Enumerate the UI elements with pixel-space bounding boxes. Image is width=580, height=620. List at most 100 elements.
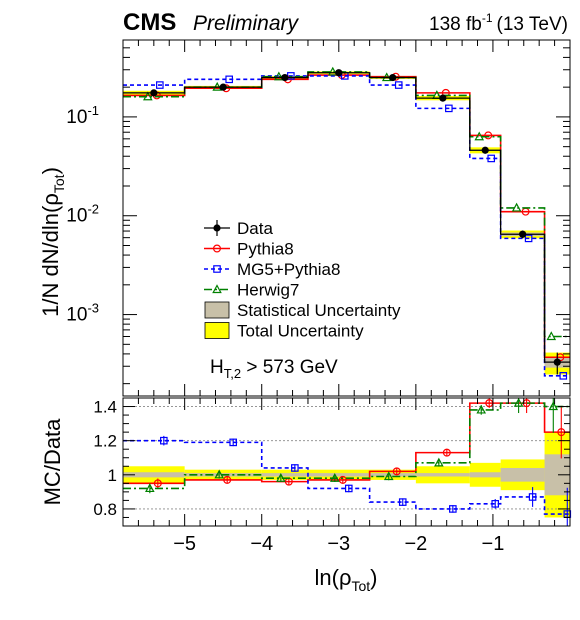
ratio-marker-pythia8 xyxy=(338,475,347,484)
lumi-value: 138 fb xyxy=(429,14,482,35)
ratio-marker-herwig7 xyxy=(434,457,444,467)
x-axis-label: ln(ρTot) xyxy=(315,565,378,594)
ratio-marker-mg5-pythia8 xyxy=(528,493,537,501)
main-marker-mg5-pythia8 xyxy=(225,75,233,84)
x-tick-label: −4 xyxy=(250,533,273,555)
ratio-y-tick-label: 0.8 xyxy=(93,500,117,519)
main-marker-mg5-pythia8 xyxy=(156,81,164,89)
data-point xyxy=(553,358,561,366)
main-marker-herwig7 xyxy=(511,202,522,212)
experiment-label: CMS xyxy=(123,9,176,36)
data-point xyxy=(519,230,527,238)
lumi-exponent: -1 xyxy=(482,11,493,25)
main-axis-ticks: 10-110-210-3 xyxy=(66,40,571,396)
x-tick-label: −3 xyxy=(327,533,350,555)
main-marker-mg5-pythia8 xyxy=(559,372,568,380)
main-marker-mg5-pythia8 xyxy=(394,81,403,89)
main-marker-mg5-pythia8 xyxy=(487,154,496,163)
ratio-y-tick-label: 1.2 xyxy=(93,432,117,451)
ratio-panel: 0.8 1 1.2 1.4 −5 −4 −3 −2 −1 xyxy=(93,397,572,555)
main-y-tick-exp: -3 xyxy=(87,301,99,316)
data-point xyxy=(389,73,397,82)
ratio-frame xyxy=(122,397,571,527)
legend-herwig7-marker xyxy=(212,284,222,294)
ratio-marker-herwig7 xyxy=(476,404,487,414)
data-point xyxy=(335,69,343,77)
main-y-axis-label: 1/N dN/dln(ρTot) xyxy=(38,167,67,317)
main-series xyxy=(123,66,570,380)
selection-sub: T,2 xyxy=(224,366,241,381)
legend-label-mg5: MG5+Pythia8 xyxy=(237,260,340,279)
legend-data-marker xyxy=(213,224,221,232)
main-y-label-sub: Tot xyxy=(51,174,67,193)
ratio-marker-mg5-pythia8 xyxy=(449,505,457,513)
main-marker-herwig7 xyxy=(546,331,557,341)
ratio-marker-pythia8 xyxy=(223,475,232,484)
x-tick-label: −2 xyxy=(404,533,427,555)
main-y-label-end: ) xyxy=(38,167,63,174)
selection-cut: > 573 GeV xyxy=(241,357,338,378)
ratio-marker-pythia8 xyxy=(392,467,401,476)
ratio-stat-unc-band xyxy=(369,473,416,477)
ratio-y-tick-label: 1.4 xyxy=(93,398,117,417)
main-marker-herwig7 xyxy=(474,131,485,141)
main-y-tick-exp: -1 xyxy=(87,103,99,118)
ratio-marker-herwig7 xyxy=(383,471,394,481)
x-label-sub: Tot xyxy=(351,578,370,594)
main-marker-pythia8 xyxy=(484,131,493,140)
ratio-y-tick-label: 1 xyxy=(108,466,117,485)
legend-label-stat: Statistical Uncertainty xyxy=(237,301,401,320)
ratio-line-mg5-pythia8 xyxy=(123,439,570,515)
ratio-y-axis-label: MC/Data xyxy=(40,418,65,506)
legend-pythia8-marker xyxy=(213,244,222,253)
ratio-marker-herwig7 xyxy=(548,401,559,411)
legend-mg5-marker xyxy=(213,265,221,273)
ratio-axis-ticks: 0.8 1 1.2 1.4 −5 −4 −3 −2 −1 xyxy=(93,398,571,555)
data-point xyxy=(219,83,227,91)
selection-label: HT,2 > 573 GeV xyxy=(210,357,338,381)
ratio-marker-pythia8 xyxy=(153,479,162,488)
main-marker-mg5-pythia8 xyxy=(445,104,453,113)
main-y-tick-label: 10-2 xyxy=(66,202,99,227)
main-marker-herwig7 xyxy=(274,71,284,81)
ratio-marker-herwig7 xyxy=(329,472,340,482)
ratio-stat-unc-band xyxy=(307,473,370,477)
main-y-tick-base: 10 xyxy=(66,305,87,326)
selection-var: H xyxy=(210,357,224,378)
main-line-herwig7 xyxy=(123,71,570,338)
x-tick-label: −5 xyxy=(173,533,196,555)
main-y-tick-base: 10 xyxy=(66,206,87,227)
main-marker-herwig7 xyxy=(143,91,153,101)
ratio-reference-lines xyxy=(123,406,570,510)
legend-label-total: Total Uncertainty xyxy=(237,322,364,341)
ratio-marker-mg5-pythia8 xyxy=(291,464,299,472)
main-frame xyxy=(122,39,571,397)
main-y-tick-label: 10-3 xyxy=(66,301,99,326)
main-marker-herwig7 xyxy=(327,66,338,76)
legend-stat-swatch xyxy=(204,301,230,319)
data-point xyxy=(281,73,289,82)
ratio-stat-unc-band xyxy=(261,473,308,477)
ratio-marker-herwig7 xyxy=(276,472,286,482)
energy-value: (13 TeV) xyxy=(497,14,568,35)
ratio-marker-pythia8 xyxy=(442,448,451,457)
legend-total-swatch xyxy=(204,322,230,339)
data-point xyxy=(481,146,489,154)
main-y-tick-base: 10 xyxy=(66,107,87,128)
ratio-line-herwig7 xyxy=(123,402,570,490)
main-y-tick-label: 10-1 xyxy=(66,103,99,128)
main-marker-mg5-pythia8 xyxy=(524,234,533,243)
ratio-marker-herwig7 xyxy=(214,469,224,479)
ratio-marker-mg5-pythia8 xyxy=(160,436,168,445)
ratio-stat-unc-band xyxy=(123,472,185,478)
legend-label-herwig7: Herwig7 xyxy=(237,281,299,300)
ratio-marker-herwig7 xyxy=(145,483,155,493)
ratio-marker-mg5-pythia8 xyxy=(398,498,407,506)
x-label-text: ln(ρ xyxy=(315,565,352,590)
data-point xyxy=(439,94,447,102)
data-point xyxy=(150,89,158,97)
status-label: Preliminary xyxy=(193,12,300,35)
ratio-marker-mg5-pythia8 xyxy=(229,438,237,447)
